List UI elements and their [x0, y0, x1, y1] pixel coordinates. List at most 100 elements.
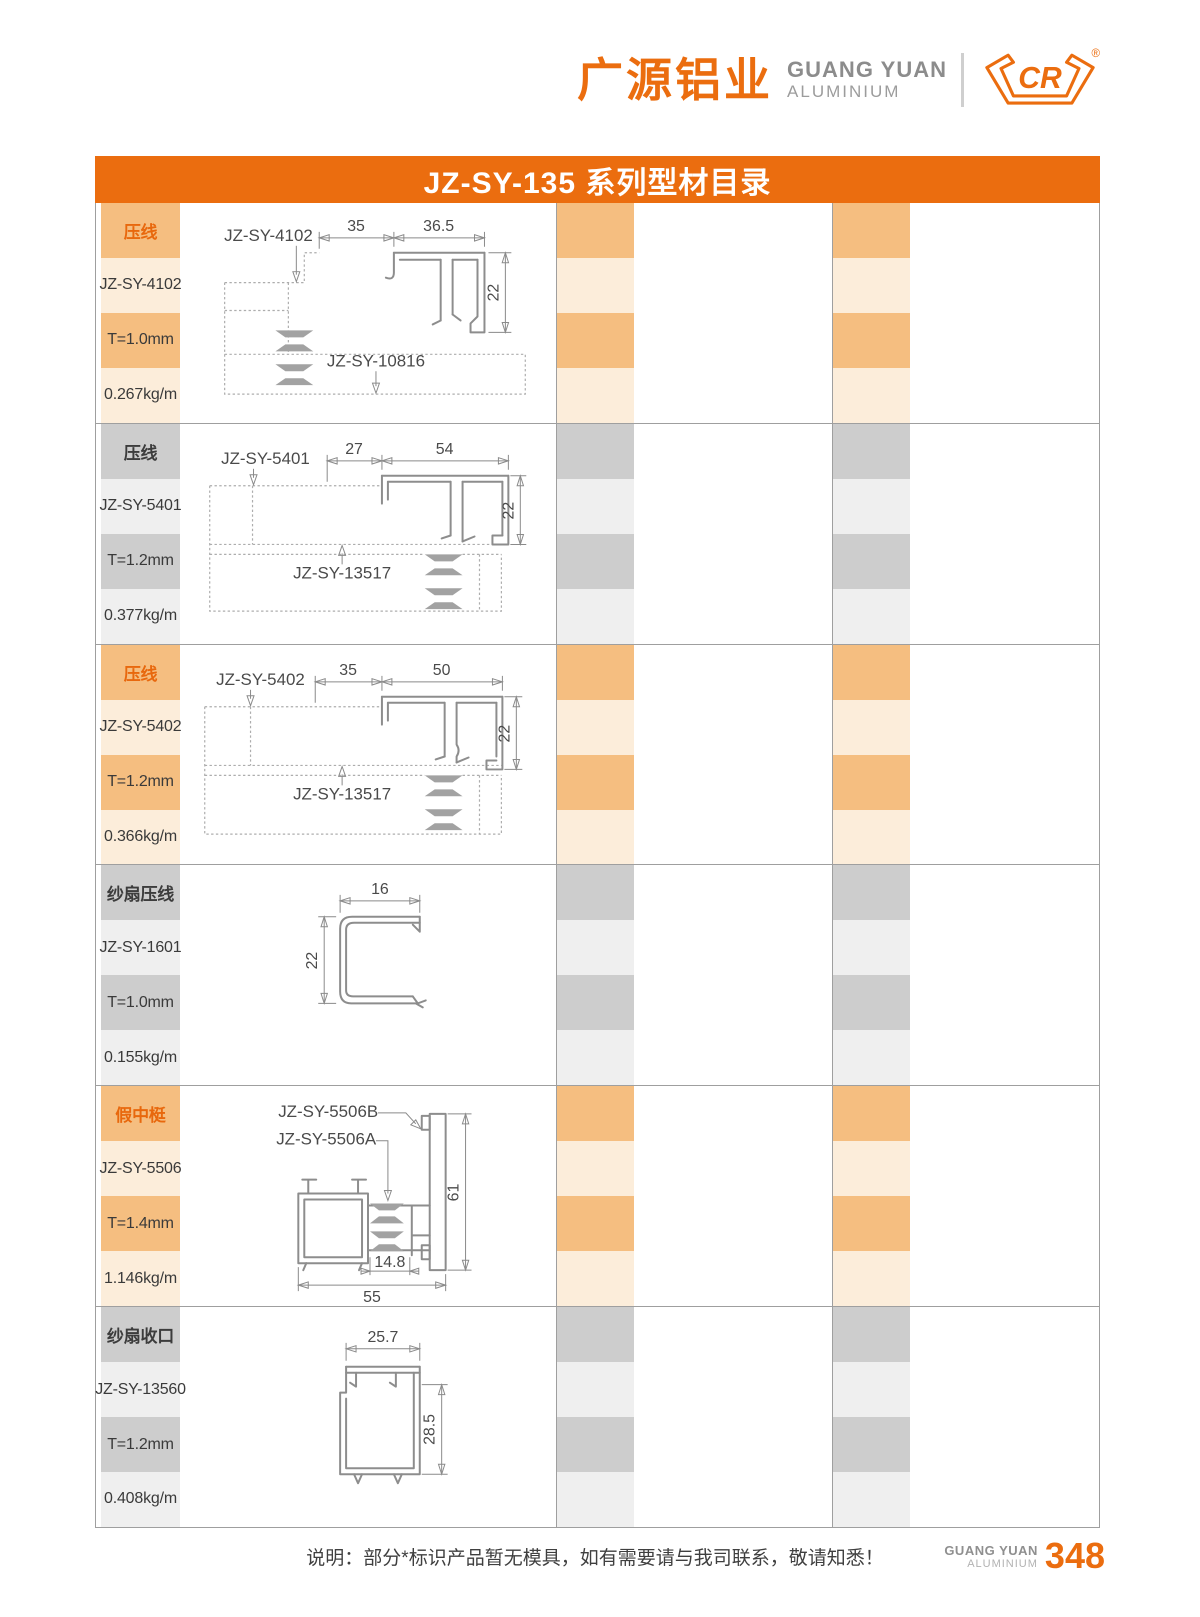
- table-row: 压线 JZ-SY-5401 T=1.2mm 0.377kg/m: [96, 423, 1099, 645]
- strip-cells: [557, 1086, 634, 1307]
- strip-cell: [833, 1307, 910, 1363]
- footer-brand-text: GUANG YUAN ALUMINIUM: [944, 1543, 1038, 1570]
- strip-cell: [833, 644, 910, 700]
- strip-cells: [833, 865, 910, 1086]
- table-row: 压线 JZ-SY-5402 T=1.2mm 0.366kg/m: [96, 644, 1099, 866]
- spec-cells: 假中梃 JZ-SY-5506 T=1.4mm 1.146kg/m: [100, 1086, 182, 1307]
- strip-cells: [833, 1307, 910, 1527]
- spec-cells: 压线 JZ-SY-5402 T=1.2mm 0.366kg/m: [100, 644, 182, 865]
- strip-cell: [557, 975, 634, 1031]
- strip-cell: [557, 367, 634, 423]
- table-row: 纱扇收口 JZ-SY-13560 T=1.2mm 0.408kg/m: [95, 1307, 1099, 1527]
- dim-label: 28.5: [422, 1414, 439, 1445]
- code-cell: JZ-SY-13560: [95, 1362, 186, 1418]
- strip-cell: [557, 1086, 634, 1142]
- table-row: 假中梃 JZ-SY-5506 T=1.4mm 1.146kg/m: [96, 1086, 1099, 1308]
- weight-cell: 0.267kg/m: [101, 367, 180, 423]
- weight-cell: 0.408kg/m: [101, 1472, 180, 1527]
- code-cell: JZ-SY-5506: [100, 1141, 182, 1197]
- empty-column-group: [832, 203, 1099, 423]
- dim-label: 22: [500, 501, 517, 519]
- header-logo: 广源铝业 GUANG YUAN ALUMINIUM CR ®: [577, 44, 1102, 116]
- strip-cells: [833, 203, 910, 423]
- dim-label: 14.8: [374, 1254, 405, 1271]
- strip-cells: [833, 423, 910, 644]
- weight-cell: 0.155kg/m: [101, 1030, 180, 1086]
- strip-cell: [557, 257, 634, 313]
- strip-cell: [833, 699, 910, 755]
- empty-column-group: [556, 1086, 832, 1307]
- table-row: 压线 JZ-SY-4102 T=1.0mm 0.267kg/m: [96, 203, 1099, 424]
- profile-drawing-svg: 27 54 22 JZ-SY-5401 JZ-SY-13517: [209, 441, 527, 612]
- empty-column-group: [832, 865, 1099, 1086]
- dim-label: 16: [371, 881, 389, 898]
- strip-cell: [833, 809, 910, 865]
- strip-cell: [833, 588, 910, 644]
- strip-cells: [557, 1307, 634, 1527]
- spec-cells: 压线 JZ-SY-4102 T=1.0mm 0.267kg/m: [100, 203, 182, 423]
- strip-cells: [833, 644, 910, 865]
- strip-cell: [833, 203, 910, 258]
- callout-label: JZ-SY-13517: [293, 784, 391, 803]
- strip-cell: [557, 1251, 634, 1307]
- footer-brand: GUANG YUAN ALUMINIUM 348: [944, 1538, 1105, 1574]
- strip-cell: [833, 1030, 910, 1086]
- dim-label: 25.7: [367, 1329, 398, 1346]
- callout-label: JZ-SY-5506B: [278, 1102, 378, 1121]
- dim-label: 61: [446, 1184, 463, 1202]
- strip-cell: [833, 478, 910, 534]
- weight-cell: 0.377kg/m: [101, 588, 180, 644]
- footer-note: 说明：部分*标识产品暂无模具，如有需要请与我司联系，敬请知悉！: [306, 1548, 884, 1569]
- dim-label: 22: [485, 284, 502, 302]
- footer-brand-en: GUANG YUAN: [944, 1542, 1038, 1558]
- strip-cell: [557, 1362, 634, 1418]
- registered-mark: ®: [1092, 48, 1101, 60]
- strip-cell: [557, 1030, 634, 1086]
- category-cell: 纱扇压线: [101, 865, 180, 921]
- strip-cell: [557, 865, 634, 921]
- thickness-cell: T=1.0mm: [101, 975, 180, 1031]
- page-title: JZ-SY-135 系列型材目录: [95, 156, 1100, 203]
- category-cell: 压线: [101, 203, 180, 258]
- strip-cell: [557, 312, 634, 368]
- dim-label: 27: [345, 441, 363, 458]
- strip-cell: [557, 699, 634, 755]
- empty-column-group: [556, 203, 832, 423]
- weight-cell: 1.146kg/m: [101, 1251, 180, 1307]
- strip-cell: [557, 588, 634, 644]
- brand-name-en: GUANG YUAN: [787, 56, 947, 82]
- profile-drawing: 35 36.5 22 JZ-SY-4102 JZ-SY-10816: [180, 203, 556, 423]
- strip-cell: [557, 754, 634, 810]
- callout-label: JZ-SY-13517: [293, 563, 391, 582]
- dim-label: 55: [363, 1289, 381, 1306]
- code-cell: JZ-SY-4102: [100, 257, 182, 313]
- brand-subtitle: ALUMINIUM: [787, 81, 901, 101]
- emblem-letters: CR: [1018, 62, 1062, 95]
- weight-cell: 0.366kg/m: [101, 809, 180, 865]
- profile-drawing: 16 22: [180, 865, 556, 1085]
- callout-label: JZ-SY-5401: [221, 449, 310, 468]
- strip-cells: [557, 865, 634, 1086]
- category-cell: 压线: [101, 644, 180, 700]
- strip-cell: [557, 423, 634, 479]
- strip-cell: [557, 920, 634, 976]
- thickness-cell: T=1.4mm: [101, 1196, 180, 1252]
- spec-cells: 压线 JZ-SY-5401 T=1.2mm 0.377kg/m: [100, 423, 182, 644]
- category-cell: 纱扇收口: [101, 1307, 180, 1363]
- profile-drawing: 27 54 22 JZ-SY-5401 JZ-SY-13517: [180, 424, 556, 644]
- page-number: 348: [1044, 1535, 1105, 1576]
- strip-cell: [833, 1417, 910, 1472]
- strip-cell: [557, 203, 634, 258]
- empty-column-group: [832, 423, 1099, 644]
- strip-cell: [833, 754, 910, 810]
- brand-name-cn: 广源铝业: [577, 54, 774, 106]
- strip-cells: [833, 1086, 910, 1307]
- thickness-cell: T=1.0mm: [101, 312, 180, 368]
- profile-drawing-svg: 35 36.5 22 JZ-SY-4102 JZ-SY-10816: [224, 218, 526, 395]
- strip-cell: [833, 1141, 910, 1197]
- dim-label: 22: [304, 952, 321, 970]
- strip-cell: [833, 533, 910, 589]
- strip-cell: [833, 1251, 910, 1307]
- callout-label: JZ-SY-5506A: [276, 1130, 377, 1149]
- strip-cell: [833, 1362, 910, 1418]
